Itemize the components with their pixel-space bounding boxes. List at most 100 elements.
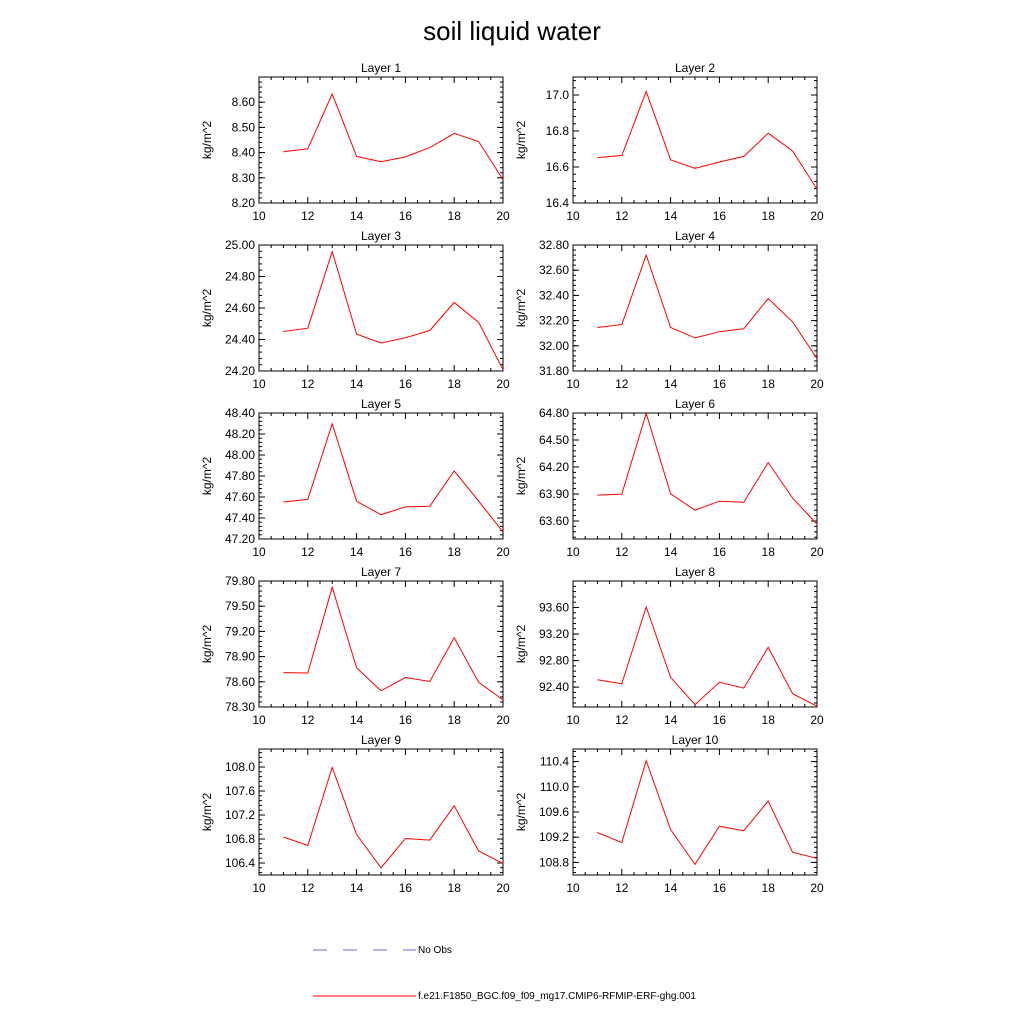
panel-title: Layer 4 (675, 229, 715, 243)
series-line (283, 92, 504, 180)
y-tick-label: 47.40 (225, 511, 255, 525)
plot-frame (572, 244, 818, 372)
x-tick-label: 16 (713, 545, 727, 559)
y-tick-label: 63.60 (539, 514, 569, 528)
y-tick-label: 78.30 (225, 700, 255, 714)
y-tick-label: 32.80 (539, 238, 569, 252)
x-tick-label: 14 (664, 713, 678, 727)
x-tick-label: 12 (301, 545, 315, 559)
plot-frame (258, 748, 504, 876)
panel-layer-5: Layer 5 kg/m^2 10 12 14 16 18 20 47.20 47.40 47.60… (200, 397, 510, 559)
panel-layer-9: Layer 9 kg/m^2 10 12 14 16 18 20 106.4 106.8 107.2… (200, 733, 510, 895)
x-tick-label: 18 (762, 545, 776, 559)
panel-layer-2: Layer 2 kg/m^2 10 12 14 16 18 20 16.4 16.6 16.8 17.… (514, 61, 824, 223)
x-tick-label: 16 (399, 377, 413, 391)
x-tick-label: 20 (496, 545, 510, 559)
y-tick-label: 63.90 (539, 487, 569, 501)
x-tick-label: 18 (762, 713, 776, 727)
x-tick-label: 18 (448, 209, 462, 223)
x-tick-label: 16 (399, 713, 413, 727)
plot-frame (572, 580, 818, 708)
x-tick-label: 12 (301, 377, 315, 391)
y-tick-label: 25.00 (225, 238, 255, 252)
series-line (283, 765, 504, 869)
y-tick-label: 8.40 (232, 146, 256, 160)
plot-frame (572, 412, 818, 540)
panels: Layer 1 kg/m^2 10 12 14 16 18 20 8.20 8.30 8.40 8.5… (200, 61, 824, 895)
y-tick-label: 106.8 (225, 832, 255, 846)
x-tick-label: 18 (448, 545, 462, 559)
panel-title: Layer 9 (361, 733, 401, 747)
x-tick-label: 16 (399, 209, 413, 223)
y-tick-label: 32.00 (539, 339, 569, 353)
x-tick-label: 12 (615, 377, 629, 391)
y-tick-label: 108.0 (225, 760, 255, 774)
x-tick-label: 10 (566, 713, 580, 727)
y-axis-label: kg/m^2 (514, 457, 528, 496)
panel-title: Layer 5 (361, 397, 401, 411)
legend: No Obs f.e21.F1850_BGC.f09_f09_mg17.CMIP6… (313, 945, 696, 1002)
x-tick-label: 12 (301, 713, 315, 727)
y-tick-label: 92.40 (539, 680, 569, 694)
x-tick-label: 10 (252, 713, 266, 727)
y-tick-label: 64.20 (539, 460, 569, 474)
x-tick-label: 20 (496, 377, 510, 391)
x-tick-label: 18 (762, 209, 776, 223)
y-tick-label: 32.40 (539, 288, 569, 302)
x-tick-label: 18 (762, 881, 776, 895)
plot-frame (258, 244, 504, 372)
y-tick-label: 8.50 (232, 120, 256, 134)
x-tick-label: 18 (448, 377, 462, 391)
x-tick-label: 10 (566, 209, 580, 223)
x-tick-label: 14 (350, 881, 364, 895)
y-tick-label: 32.60 (539, 263, 569, 277)
x-tick-label: 20 (810, 881, 824, 895)
y-tick-label: 92.80 (539, 654, 569, 668)
panel-layer-8: Layer 8 kg/m^2 10 12 14 16 18 20 92.40 92.80 93.20… (514, 565, 824, 727)
y-tick-label: 48.00 (225, 448, 255, 462)
y-tick-label: 47.80 (225, 469, 255, 483)
panel-title: Layer 3 (361, 229, 401, 243)
y-tick-label: 79.50 (225, 599, 255, 613)
y-tick-label: 48.40 (225, 406, 255, 420)
x-tick-label: 20 (496, 209, 510, 223)
legend-label-no-obs: No Obs (418, 945, 452, 956)
y-tick-label: 31.80 (539, 364, 569, 378)
x-tick-label: 18 (762, 377, 776, 391)
y-axis-label: kg/m^2 (200, 121, 214, 160)
x-tick-label: 20 (496, 881, 510, 895)
x-tick-label: 10 (252, 881, 266, 895)
y-tick-label: 17.0 (546, 88, 570, 102)
y-tick-label: 24.20 (225, 364, 255, 378)
y-axis-label: kg/m^2 (514, 121, 528, 160)
x-tick-label: 16 (713, 377, 727, 391)
y-tick-label: 64.50 (539, 433, 569, 447)
x-tick-label: 16 (713, 881, 727, 895)
y-tick-label: 107.6 (225, 784, 255, 798)
x-tick-label: 14 (350, 377, 364, 391)
panel-layer-4: Layer 4 kg/m^2 10 12 14 16 18 20 31.80 32.00 32.20… (514, 229, 824, 391)
x-tick-label: 10 (252, 209, 266, 223)
y-tick-label: 108.8 (539, 855, 569, 869)
panel-title: Layer 10 (672, 733, 719, 747)
y-tick-label: 47.20 (225, 532, 255, 546)
plot-frame (572, 76, 818, 204)
x-tick-label: 20 (810, 545, 824, 559)
x-tick-label: 14 (664, 377, 678, 391)
series-line (597, 89, 818, 190)
y-tick-label: 16.6 (546, 160, 570, 174)
y-axis-label: kg/m^2 (200, 457, 214, 496)
x-tick-label: 16 (713, 713, 727, 727)
panel-title: Layer 2 (675, 61, 715, 75)
y-tick-label: 47.60 (225, 490, 255, 504)
y-tick-label: 110.0 (540, 780, 569, 794)
series-line (283, 249, 504, 370)
x-tick-label: 14 (350, 713, 364, 727)
panel-title: Layer 8 (675, 565, 715, 579)
y-tick-label: 109.2 (539, 830, 569, 844)
panel-layer-3: Layer 3 kg/m^2 10 12 14 16 18 20 24.20 24.40 24.60… (200, 229, 510, 391)
series-line (597, 253, 818, 359)
panel-title: Layer 7 (361, 565, 401, 579)
y-tick-label: 16.8 (546, 124, 570, 138)
x-tick-label: 14 (350, 545, 364, 559)
